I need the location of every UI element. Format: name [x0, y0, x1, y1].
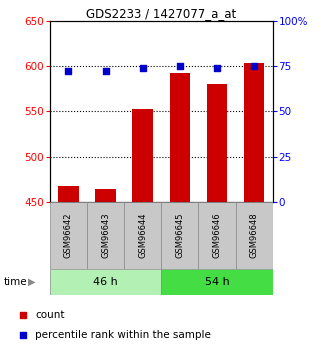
Bar [50, 202, 87, 269]
Point [140, 65, 145, 71]
Text: percentile rank within the sample: percentile rank within the sample [35, 329, 211, 339]
Point [214, 65, 220, 71]
Point [21, 312, 26, 317]
Point [21, 332, 26, 337]
Bar [236, 202, 273, 269]
Bar [58, 186, 79, 202]
Bar [124, 202, 161, 269]
Text: GSM96646: GSM96646 [213, 213, 221, 258]
Bar [170, 73, 190, 202]
Text: GSM96645: GSM96645 [175, 213, 184, 258]
Bar [95, 189, 116, 202]
Point [177, 63, 182, 69]
Text: time: time [3, 277, 27, 287]
Bar [161, 202, 198, 269]
Point [66, 69, 71, 74]
Text: GSM96644: GSM96644 [138, 213, 147, 258]
Text: GSM96642: GSM96642 [64, 213, 73, 258]
Bar [198, 202, 236, 269]
Text: 54 h: 54 h [205, 277, 230, 287]
Text: GSM96648: GSM96648 [250, 213, 259, 258]
Text: count: count [35, 310, 65, 320]
Bar [207, 84, 227, 202]
Text: 46 h: 46 h [93, 277, 118, 287]
Text: ▶: ▶ [28, 277, 36, 287]
Bar [87, 202, 124, 269]
Title: GDS2233 / 1427077_a_at: GDS2233 / 1427077_a_at [86, 7, 237, 20]
Point [252, 63, 257, 69]
Bar [50, 269, 161, 295]
Bar [161, 269, 273, 295]
Bar [244, 63, 265, 202]
Text: GSM96643: GSM96643 [101, 213, 110, 258]
Bar [133, 109, 153, 202]
Point [103, 69, 108, 74]
